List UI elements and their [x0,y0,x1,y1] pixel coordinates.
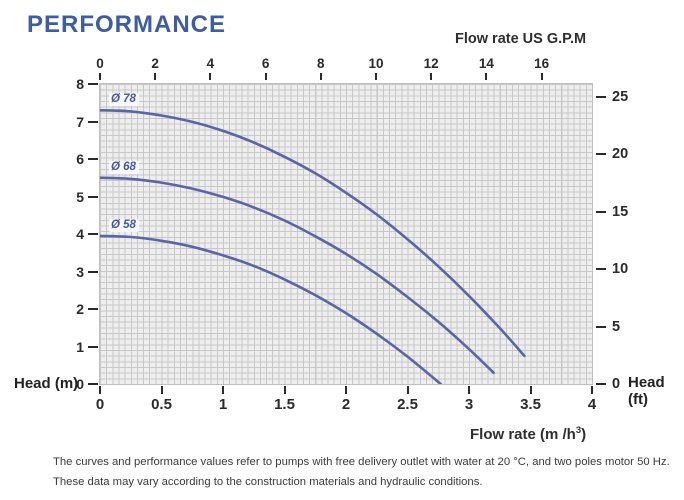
bottom-axis-tick-label: 4 [587,396,597,413]
left-axis-tick-mark [88,233,98,235]
left-axis-tick-mark [88,195,98,198]
right-axis-tick-label: 25 [612,89,629,105]
right-axis-tick-label: 0 [612,376,621,392]
left-axis-tick-label: 4 [76,226,84,242]
right-axis-label: Head (ft) [628,374,665,408]
left-axis-tick-label: 5 [76,188,84,205]
bottom-axis-tick-label: 3 [464,396,474,413]
right-axis-tick-mark [596,153,606,156]
bottom-axis-label: Flow rate (m /h3) [470,425,586,443]
top-axis-tick-mark [99,73,101,80]
top-axis-tick-mark [430,73,433,80]
bottom-axis-tick-mark [591,386,593,394]
top-axis-tick-label: 8 [317,56,325,71]
left-axis-tick-label: 0 [76,376,84,392]
top-axis-tick-label: 14 [478,56,494,71]
footer-line-1: The curves and performance values refer … [53,456,670,468]
bottom-axis-tick-mark [468,386,470,394]
bottom-axis-tick-mark [222,386,224,394]
curve-label-2: Ø 58 [109,218,139,232]
left-axis-tick-mark [88,345,98,348]
bottom-axis-tick-mark [160,386,163,394]
left-axis-tick-label: 6 [76,151,84,167]
plot-grid [99,83,593,385]
bottom-axis-label-close: ) [581,426,587,443]
left-axis-tick-label: 3 [76,263,84,280]
bottom-axis-tick-label: 0 [95,396,105,413]
top-axis-tick-label: 2 [151,56,159,71]
left-axis-tick-label: 2 [76,301,84,317]
bottom-axis-tick-mark [345,386,347,394]
right-axis-tick-label: 20 [612,146,629,163]
curve-label-1: Ø 68 [109,160,139,174]
curve-Ø68 [100,176,495,375]
bottom-axis-tick-label: 2.5 [397,396,418,413]
page-title: PERFORMANCE [27,11,227,38]
right-axis-tick-label: 15 [612,203,629,220]
left-axis-tick-mark [88,158,98,160]
left-axis-tick-mark [88,308,98,310]
bottom-axis-label-sup: 3 [575,425,582,436]
bottom-axis-tick-label: 0.5 [151,396,172,413]
top-axis-tick-mark [154,73,157,80]
right-axis-tick-label: 5 [612,318,621,335]
left-axis-tick-mark [88,270,98,273]
top-axis-label: Flow rate US G.P.M [455,31,587,47]
top-axis-tick-mark [540,73,543,80]
top-axis-tick-label: 0 [96,56,104,71]
curve-Ø78 [100,109,526,358]
left-axis-tick-mark [88,120,98,123]
right-axis-tick-mark [596,325,606,328]
bottom-axis-label-text: Flow rate (m /h [470,426,576,443]
top-axis-tick-label: 12 [423,56,439,71]
curve-Ø58 [100,234,442,384]
left-axis-tick-label: 7 [76,113,84,130]
footer-line-2: These data may vary according to the con… [53,476,483,488]
left-axis-tick-label: 1 [76,338,84,355]
top-axis-tick-mark [209,73,212,80]
top-axis-tick-mark [264,73,267,80]
right-axis-tick-mark [596,383,606,385]
bottom-axis-tick-label: 3.5 [520,396,541,413]
top-axis-tick-mark [319,73,322,80]
top-axis-tick-mark [375,73,377,80]
pump-curves [100,109,526,384]
right-axis-tick-label: 10 [612,261,629,278]
left-axis-label: Head (m) [14,375,79,392]
bottom-axis-tick-mark [99,386,101,394]
bottom-axis-tick-label: 1 [218,396,228,413]
bottom-axis-tick-label: 2 [341,396,351,413]
left-axis-tick-mark [88,383,98,385]
right-axis-tick-mark [596,210,606,213]
top-axis-tick-label: 16 [534,56,550,71]
top-axis-tick-label: 4 [206,56,215,71]
left-axis-tick-label: 8 [76,76,84,92]
bottom-axis-tick-label: 1.5 [274,396,295,413]
left-axis-tick-mark [88,83,98,85]
bottom-axis-tick-mark [406,386,409,394]
bottom-axis-tick-mark [283,386,286,394]
right-axis-tick-mark [596,96,606,98]
right-axis-tick-mark [596,268,606,271]
bottom-axis-tick-mark [529,386,532,394]
footer-note: The curves and performance values refer … [53,452,670,492]
top-axis-tick-mark [485,73,488,80]
curve-label-0: Ø 78 [109,93,139,107]
top-axis-tick-label: 6 [261,56,270,71]
top-axis-tick-label: 10 [368,56,384,71]
